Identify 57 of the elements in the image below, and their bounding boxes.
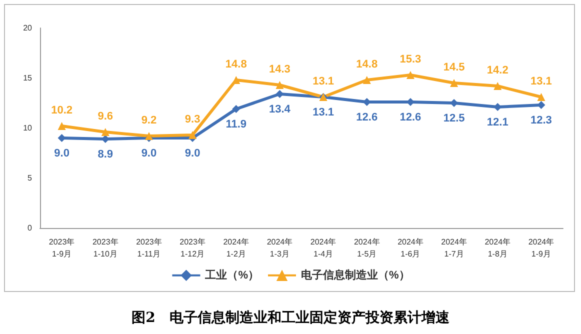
x-tick-label: 2023年 1-10月 [92, 238, 118, 258]
x-tick-label: 2024年 1-2月 [223, 238, 250, 258]
data-label: 13.4 [268, 104, 292, 116]
data-label: 12.3 [530, 114, 552, 126]
data-label: 14.5 [443, 62, 465, 74]
point [188, 131, 197, 139]
x-tick-label: 2023年 1-12月 [180, 238, 206, 258]
data-label: 11.9 [226, 118, 247, 130]
data-label: 12.5 [443, 112, 465, 124]
data-label: 15.3 [400, 54, 422, 66]
legend-label: 工业（%） [204, 268, 259, 282]
x-tick-label: 2024年 1-6月 [398, 238, 424, 258]
data-label: 14.8 [356, 58, 378, 70]
point [58, 122, 66, 130]
data-label: 13.1 [312, 106, 334, 118]
y-tick-label: 10 [23, 124, 33, 132]
x-tick-label: 2023年 1-11月 [136, 238, 162, 258]
text: 图2 电子信息制造业和工业固定资产投资累计增速 [132, 309, 450, 326]
data-label: 10.2 [51, 104, 73, 116]
x-tick-label: 2023年 1-9月 [48, 238, 75, 258]
data-label: 12.6 [400, 112, 422, 124]
data-label: 14.3 [268, 64, 290, 76]
data-label: 13.1 [312, 76, 334, 88]
data-label: 9.0 [141, 148, 157, 160]
data-label: 9.3 [184, 114, 200, 126]
x-tick-label: 2024年 1-7月 [441, 238, 467, 258]
data-label: 14.2 [486, 64, 508, 76]
data-label: 9.6 [98, 110, 114, 122]
y-tick-label: 20 [23, 24, 33, 32]
x-tick-label: 2024年 1-9月 [528, 238, 554, 258]
x-tick-label: 2024年 1-5月 [354, 238, 380, 258]
legend-label: 电子信息制造业（%） [301, 268, 410, 282]
data-label: 12.6 [356, 112, 378, 124]
x-tick-label: 2024年 1-8月 [484, 238, 511, 258]
data-label: 9.0 [54, 148, 70, 160]
x-tick-label: 2024年 1-4月 [310, 238, 336, 258]
data-label: 9.0 [184, 148, 200, 160]
data-label: 13.1 [530, 76, 552, 88]
data-label: 12.1 [486, 116, 508, 128]
point [537, 93, 546, 101]
point [101, 128, 110, 136]
point [276, 81, 284, 89]
point [276, 90, 284, 98]
data-label: 14.8 [225, 58, 247, 70]
point [406, 71, 414, 79]
y-tick-label: 0 [28, 224, 33, 232]
point [232, 76, 240, 84]
point [494, 82, 502, 90]
point [537, 101, 546, 109]
point [232, 105, 240, 113]
data-label: 9.2 [141, 114, 157, 126]
point [450, 79, 458, 87]
x-tick-label: 2024年 1-3月 [266, 238, 293, 258]
y-tick-label: 5 [28, 174, 33, 182]
data-label: 8.9 [98, 148, 114, 160]
y-tick-label: 15 [23, 74, 33, 82]
point [362, 76, 371, 84]
